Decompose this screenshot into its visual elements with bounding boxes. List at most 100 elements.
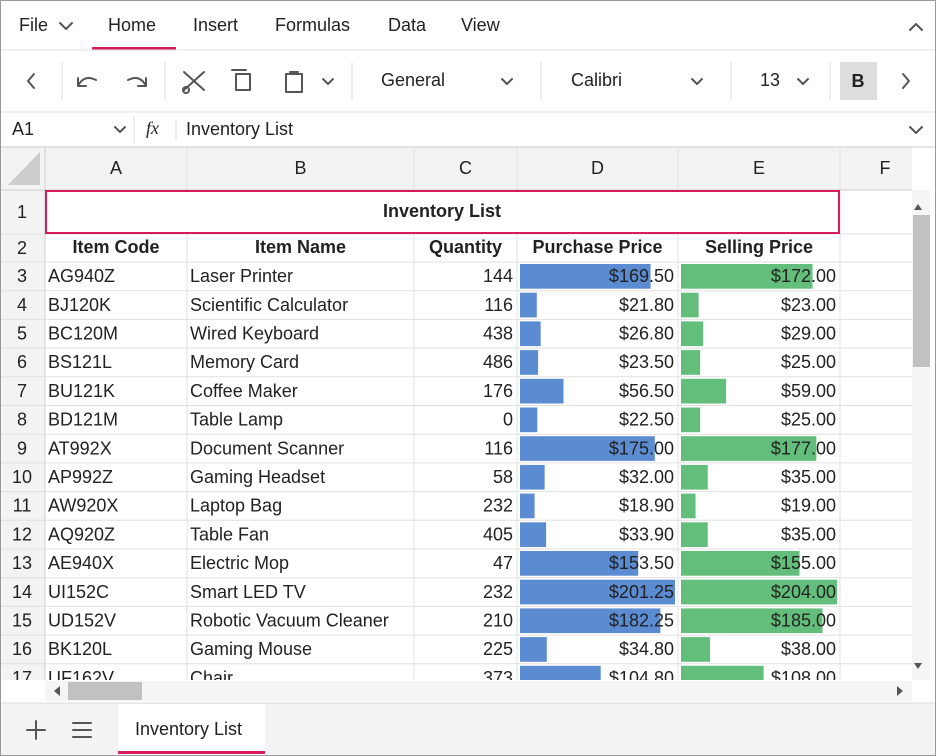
bold-button[interactable]: B xyxy=(852,71,865,91)
scroll-up xyxy=(914,204,922,210)
cell: $172.00 xyxy=(771,266,836,286)
cell: 405 xyxy=(483,524,513,544)
data-bar xyxy=(520,493,535,519)
cell: BU121K xyxy=(48,381,115,401)
row-header-bg xyxy=(0,147,45,680)
cell: Document Scanner xyxy=(190,438,344,458)
cell: Laptop Bag xyxy=(190,496,282,516)
font-name[interactable]: Calibri xyxy=(571,70,622,90)
menu-tab[interactable]: Insert xyxy=(193,15,238,35)
scroll-left-arrow xyxy=(54,686,60,696)
data-bar xyxy=(681,464,708,490)
data-bar xyxy=(681,436,817,461)
data-bar xyxy=(520,436,655,461)
cell: 176 xyxy=(483,381,513,401)
cell: 58 xyxy=(493,467,513,487)
cell: 210 xyxy=(483,611,513,631)
bold-button-bg xyxy=(840,62,877,100)
horizontal-scrollbar xyxy=(45,681,912,701)
data-bar xyxy=(520,350,539,375)
data-bar xyxy=(520,321,541,347)
data-bar xyxy=(520,579,675,605)
cell: $18.90 xyxy=(619,496,674,516)
font-caret xyxy=(691,78,703,85)
row-header: 17 xyxy=(12,668,32,688)
cell: UI152C xyxy=(48,582,109,602)
column-title: Item Name xyxy=(255,237,346,257)
cell: 232 xyxy=(483,582,513,602)
title-cell xyxy=(45,190,840,234)
data-bar xyxy=(681,350,701,375)
cell: AE940X xyxy=(48,553,114,573)
cell: 144 xyxy=(483,266,513,286)
redo xyxy=(127,77,147,87)
cell: $204.00 xyxy=(771,582,836,602)
data-bar xyxy=(520,264,651,289)
font-size[interactable]: 13 xyxy=(760,70,780,90)
cell: Table Lamp xyxy=(190,410,283,430)
cell: 438 xyxy=(483,324,513,344)
row-header: 13 xyxy=(12,553,32,573)
scroll-right-arrow xyxy=(897,686,903,696)
select-all xyxy=(8,152,40,185)
data-bar xyxy=(681,378,727,404)
sheet-tab-underline xyxy=(118,751,265,754)
vertical-thumb xyxy=(913,215,930,367)
expand-formula xyxy=(909,126,923,134)
cell: AP992Z xyxy=(48,467,113,487)
row-header: 1 xyxy=(17,202,27,222)
sheet-tab[interactable]: Inventory List xyxy=(135,719,242,739)
cell: $35.00 xyxy=(781,467,836,487)
cell: $34.80 xyxy=(619,639,674,659)
cell: $108.00 xyxy=(771,668,836,688)
cell: 116 xyxy=(484,438,513,458)
cell: UD152V xyxy=(48,611,116,631)
collapse-ribbon xyxy=(909,23,923,31)
data-bar xyxy=(520,637,547,662)
number-format[interactable]: General xyxy=(381,70,445,90)
menu-tab[interactable]: View xyxy=(461,15,501,35)
data-bar xyxy=(681,637,711,662)
cell: $25.00 xyxy=(781,410,836,430)
formula-content: Inventory List xyxy=(186,119,293,139)
cell: $182.25 xyxy=(609,611,674,631)
data-bar xyxy=(681,407,701,433)
cell: Gaming Headset xyxy=(190,467,325,487)
cell: $25.00 xyxy=(781,352,836,372)
cell: 232 xyxy=(483,496,513,516)
cell: $21.80 xyxy=(619,295,674,315)
size-caret xyxy=(797,78,809,85)
cell: $26.80 xyxy=(619,324,674,344)
cell: Laser Printer xyxy=(190,266,293,286)
data-bar xyxy=(520,551,639,576)
row-header: 4 xyxy=(17,295,27,315)
row-header: 6 xyxy=(17,352,27,372)
menu-tab[interactable]: Data xyxy=(388,15,427,35)
cell: 0 xyxy=(503,410,513,430)
cell: $22.50 xyxy=(619,410,674,430)
column-header: C xyxy=(459,158,472,178)
menu-tab[interactable]: Formulas xyxy=(275,15,350,35)
cell: $185.00 xyxy=(771,611,836,631)
add-sheet xyxy=(26,720,46,740)
cell: 373 xyxy=(483,668,513,688)
cell: $29.00 xyxy=(781,324,836,344)
cell: Memory Card xyxy=(190,352,299,372)
file-menu[interactable]: File xyxy=(19,15,48,35)
cell: Wired Keyboard xyxy=(190,324,319,344)
data-bar xyxy=(681,292,699,318)
active-cell xyxy=(45,190,840,234)
name-box[interactable]: A1 xyxy=(12,119,34,139)
column-title: Selling Price xyxy=(705,237,813,257)
menu-tab[interactable]: Home xyxy=(108,15,156,35)
column-title: Item Code xyxy=(72,237,159,257)
column-header: D xyxy=(591,158,604,178)
sheet-list xyxy=(72,722,92,738)
data-bar xyxy=(520,608,661,634)
column-header-bg xyxy=(0,147,912,190)
data-bar xyxy=(520,378,564,404)
data-bar xyxy=(681,579,837,605)
row-header: 7 xyxy=(17,381,27,401)
